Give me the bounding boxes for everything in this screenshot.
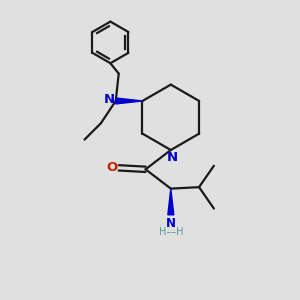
Text: N: N [103,93,115,106]
Text: N: N [167,151,178,164]
Polygon shape [116,98,142,104]
Text: O: O [106,161,118,174]
Polygon shape [168,189,174,215]
Text: H––H: H––H [159,227,183,237]
Text: N: N [166,217,176,230]
